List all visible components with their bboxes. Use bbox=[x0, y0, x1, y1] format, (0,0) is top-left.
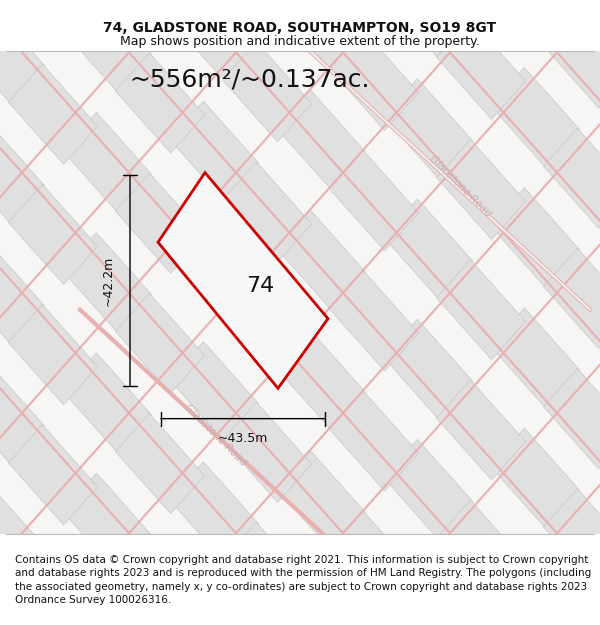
Polygon shape bbox=[383, 0, 473, 59]
Polygon shape bbox=[544, 248, 600, 349]
Polygon shape bbox=[277, 90, 365, 190]
Text: 74: 74 bbox=[246, 276, 274, 296]
Text: ~43.5m: ~43.5m bbox=[218, 432, 268, 446]
Polygon shape bbox=[62, 112, 152, 212]
Polygon shape bbox=[329, 391, 419, 491]
Polygon shape bbox=[62, 473, 152, 573]
Polygon shape bbox=[8, 545, 98, 625]
Polygon shape bbox=[115, 0, 205, 32]
Polygon shape bbox=[62, 353, 152, 453]
Polygon shape bbox=[490, 428, 580, 528]
Polygon shape bbox=[115, 173, 205, 273]
Polygon shape bbox=[0, 484, 44, 584]
Polygon shape bbox=[436, 500, 526, 600]
Polygon shape bbox=[169, 0, 259, 81]
Polygon shape bbox=[598, 176, 600, 277]
Polygon shape bbox=[0, 4, 44, 104]
Polygon shape bbox=[8, 425, 98, 525]
Text: Gladstone Road: Gladstone Road bbox=[427, 153, 493, 219]
Polygon shape bbox=[329, 151, 419, 251]
Polygon shape bbox=[329, 271, 419, 371]
Polygon shape bbox=[277, 210, 365, 310]
Polygon shape bbox=[436, 139, 526, 239]
Polygon shape bbox=[62, 0, 152, 92]
Polygon shape bbox=[329, 31, 419, 131]
Polygon shape bbox=[277, 451, 365, 551]
Polygon shape bbox=[169, 582, 259, 625]
Polygon shape bbox=[544, 609, 600, 625]
Text: ~42.2m: ~42.2m bbox=[101, 256, 115, 306]
Polygon shape bbox=[62, 232, 152, 332]
Polygon shape bbox=[223, 162, 311, 262]
Polygon shape bbox=[158, 173, 328, 388]
Polygon shape bbox=[436, 380, 526, 480]
Polygon shape bbox=[277, 331, 365, 431]
Polygon shape bbox=[223, 402, 311, 502]
Polygon shape bbox=[544, 128, 600, 228]
Polygon shape bbox=[436, 620, 526, 625]
Polygon shape bbox=[544, 489, 600, 589]
Polygon shape bbox=[436, 19, 526, 119]
Polygon shape bbox=[490, 0, 580, 48]
Polygon shape bbox=[383, 199, 473, 299]
Polygon shape bbox=[277, 571, 365, 625]
Polygon shape bbox=[0, 124, 44, 224]
Polygon shape bbox=[544, 369, 600, 469]
Polygon shape bbox=[490, 188, 580, 288]
Text: 74, GLADSTONE ROAD, SOUTHAMPTON, SO19 8GT: 74, GLADSTONE ROAD, SOUTHAMPTON, SO19 8G… bbox=[103, 21, 497, 34]
Polygon shape bbox=[544, 8, 600, 108]
Polygon shape bbox=[329, 0, 419, 10]
Text: ~556m²/~0.137ac.: ~556m²/~0.137ac. bbox=[130, 68, 370, 91]
Polygon shape bbox=[115, 293, 205, 393]
Polygon shape bbox=[115, 53, 205, 153]
Polygon shape bbox=[223, 42, 311, 142]
Polygon shape bbox=[598, 56, 600, 156]
Polygon shape bbox=[0, 604, 44, 625]
Polygon shape bbox=[8, 184, 98, 284]
Polygon shape bbox=[598, 297, 600, 397]
Polygon shape bbox=[598, 0, 600, 36]
Polygon shape bbox=[223, 0, 311, 21]
Text: Gladstone Road: Gladstone Road bbox=[182, 402, 248, 468]
Polygon shape bbox=[598, 537, 600, 625]
Polygon shape bbox=[115, 534, 205, 625]
Polygon shape bbox=[8, 64, 98, 164]
Polygon shape bbox=[490, 548, 580, 625]
Polygon shape bbox=[490, 68, 580, 168]
Polygon shape bbox=[8, 0, 98, 44]
Polygon shape bbox=[169, 101, 259, 201]
Polygon shape bbox=[277, 0, 365, 70]
Polygon shape bbox=[0, 244, 44, 344]
Polygon shape bbox=[383, 79, 473, 179]
Polygon shape bbox=[223, 282, 311, 382]
Text: Contains OS data © Crown copyright and database right 2021. This information is : Contains OS data © Crown copyright and d… bbox=[15, 554, 591, 606]
Polygon shape bbox=[169, 342, 259, 442]
Polygon shape bbox=[62, 593, 152, 625]
Polygon shape bbox=[490, 308, 580, 408]
Polygon shape bbox=[169, 462, 259, 562]
Text: Map shows position and indicative extent of the property.: Map shows position and indicative extent… bbox=[120, 36, 480, 48]
Polygon shape bbox=[8, 304, 98, 404]
Polygon shape bbox=[223, 522, 311, 622]
Polygon shape bbox=[169, 221, 259, 321]
Polygon shape bbox=[598, 417, 600, 517]
Polygon shape bbox=[383, 319, 473, 419]
Polygon shape bbox=[115, 414, 205, 514]
Polygon shape bbox=[383, 439, 473, 539]
Polygon shape bbox=[329, 511, 419, 611]
Polygon shape bbox=[436, 259, 526, 360]
Polygon shape bbox=[0, 364, 44, 464]
Polygon shape bbox=[383, 559, 473, 625]
